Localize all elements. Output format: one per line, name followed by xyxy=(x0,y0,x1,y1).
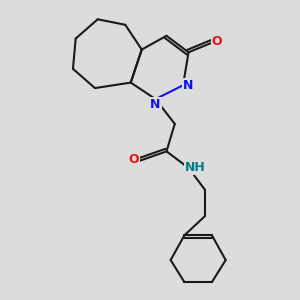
Text: N: N xyxy=(150,98,161,110)
Text: O: O xyxy=(212,35,222,48)
Text: NH: NH xyxy=(185,161,206,174)
Text: N: N xyxy=(183,79,193,92)
Text: O: O xyxy=(129,153,140,166)
